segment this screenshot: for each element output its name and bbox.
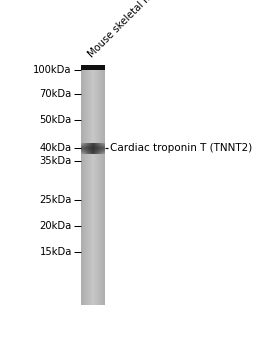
Bar: [84, 144, 85, 154]
Bar: [91, 144, 92, 154]
Bar: [92, 144, 93, 154]
Bar: [81, 144, 82, 154]
Bar: [96, 144, 97, 154]
Bar: [91, 70, 92, 305]
Bar: [93, 144, 94, 154]
Bar: [84, 144, 85, 154]
Bar: [87, 144, 88, 154]
Bar: [89, 70, 90, 305]
Text: Mouse skeletal muscle: Mouse skeletal muscle: [86, 0, 173, 60]
Bar: [86, 144, 87, 154]
Bar: [82, 144, 83, 154]
Bar: [101, 70, 102, 305]
Bar: [96, 70, 97, 305]
Text: 70kDa: 70kDa: [40, 89, 72, 99]
Bar: [92, 70, 93, 305]
Bar: [102, 70, 103, 305]
Bar: [101, 144, 102, 154]
Bar: [97, 144, 98, 154]
Bar: [103, 70, 104, 305]
Bar: [89, 144, 90, 154]
Bar: [97, 70, 98, 305]
Bar: [85, 70, 86, 305]
Text: 20kDa: 20kDa: [40, 221, 72, 231]
Bar: [104, 144, 105, 154]
Bar: [100, 144, 101, 154]
Bar: [94, 144, 95, 154]
Bar: [94, 70, 95, 305]
Bar: [95, 70, 96, 305]
Text: 40kDa: 40kDa: [40, 144, 72, 153]
Bar: [99, 144, 100, 154]
Bar: [87, 70, 88, 305]
Bar: [98, 144, 99, 154]
Bar: [83, 70, 84, 305]
Bar: [88, 70, 89, 305]
Bar: [85, 144, 86, 154]
Bar: [103, 144, 104, 154]
Bar: [84, 70, 85, 305]
Bar: [95, 144, 96, 154]
Text: 35kDa: 35kDa: [40, 156, 72, 166]
Bar: [90, 70, 91, 305]
Bar: [100, 70, 101, 305]
Bar: [81, 65, 105, 70]
Bar: [104, 70, 105, 305]
Text: Cardiac troponin T (TNNT2): Cardiac troponin T (TNNT2): [110, 144, 252, 153]
Bar: [88, 144, 89, 154]
Bar: [86, 70, 87, 305]
Text: 50kDa: 50kDa: [40, 115, 72, 125]
Bar: [81, 70, 82, 305]
Bar: [82, 70, 83, 305]
Bar: [90, 144, 91, 154]
Bar: [98, 70, 99, 305]
Text: 100kDa: 100kDa: [33, 65, 72, 75]
Text: 15kDa: 15kDa: [40, 247, 72, 257]
Text: 25kDa: 25kDa: [40, 195, 72, 205]
Bar: [102, 144, 103, 154]
Bar: [83, 144, 84, 154]
Bar: [93, 70, 94, 305]
Bar: [99, 70, 100, 305]
